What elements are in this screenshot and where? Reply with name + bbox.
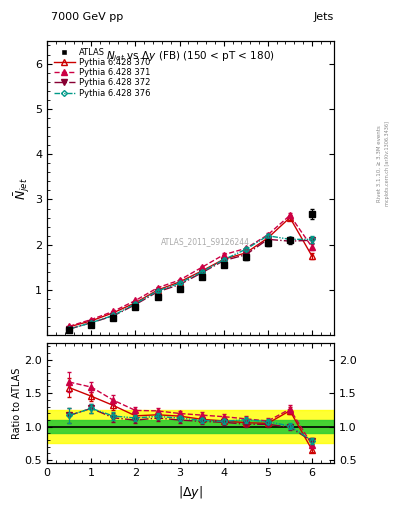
Text: mcplots.cern.ch [arXiv:1306.3436]: mcplots.cern.ch [arXiv:1306.3436] [385,121,389,206]
Text: Jets: Jets [314,11,334,22]
X-axis label: |$\Delta y$|: |$\Delta y$| [178,484,203,501]
Bar [47,420,334,433]
Text: ATLAS_2011_S9126244: ATLAS_2011_S9126244 [160,237,250,246]
Text: 7000 GeV pp: 7000 GeV pp [51,11,123,22]
Y-axis label: $\bar{N}_{jet}$: $\bar{N}_{jet}$ [13,177,32,200]
Bar [47,410,334,443]
Text: Rivet 3.1.10, ≥ 3.3M events: Rivet 3.1.10, ≥ 3.3M events [377,125,382,202]
Legend: ATLAS, Pythia 6.428 370, Pythia 6.428 371, Pythia 6.428 372, Pythia 6.428 376: ATLAS, Pythia 6.428 370, Pythia 6.428 37… [51,45,153,100]
Y-axis label: Ratio to ATLAS: Ratio to ATLAS [12,368,22,439]
Text: $N_{jet}$ vs $\Delta y$ (FB) (150 < pT < 180): $N_{jet}$ vs $\Delta y$ (FB) (150 < pT <… [106,50,275,64]
